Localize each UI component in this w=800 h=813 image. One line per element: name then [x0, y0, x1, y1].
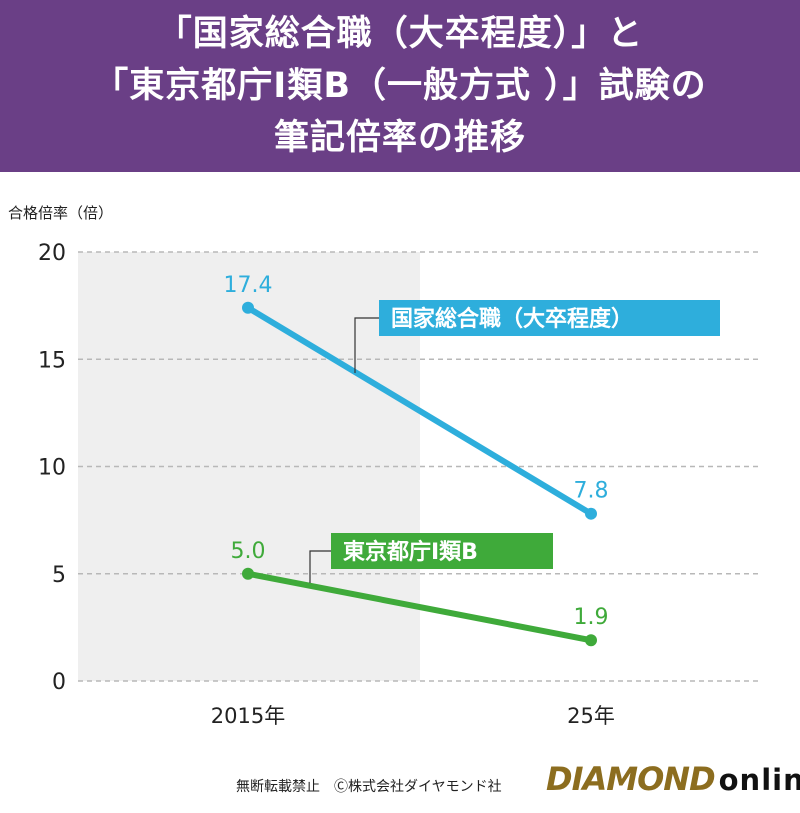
logo-online-text: online [718, 763, 800, 797]
footer-credit: 無断転載禁止 Ⓒ株式会社ダイヤモンド社 [236, 776, 502, 796]
y-tick-label: 15 [38, 348, 66, 373]
title-line-3: 筆記倍率の推移 [273, 118, 526, 158]
y-tick-label: 5 [52, 563, 66, 588]
series-line [245, 304, 594, 517]
legend-leader-line [309, 550, 331, 583]
legend-box [379, 300, 720, 336]
legend-label: 国家総合職（大卒程度） [391, 306, 633, 332]
title-line-2: 「東京都庁Ⅰ類B（一般方式 ）」試験の [93, 66, 707, 106]
x-tick-label: 2015年 [211, 704, 285, 728]
legend-label: 東京都庁Ⅰ類B [343, 539, 478, 565]
y-tick-label: 10 [38, 456, 66, 481]
logo-diamond-text: DIAMOND [546, 760, 716, 798]
data-label: 17.4 [224, 273, 273, 298]
data-label: 7.8 [574, 479, 609, 504]
legend-box [331, 533, 553, 569]
data-label: 5.0 [231, 539, 266, 564]
y-tick-label: 0 [52, 670, 66, 695]
x-tick-label: 25年 [567, 704, 615, 728]
y-axis-label: 合格倍率（倍） [8, 204, 113, 222]
no-reproduction-notice: 無断転載禁止 [236, 779, 320, 795]
data-point [585, 507, 597, 520]
data-point [585, 634, 597, 647]
data-point [242, 567, 254, 580]
title-line-1: 「国家総合職（大卒程度）」と [156, 14, 644, 54]
legend-leader-line [354, 317, 379, 373]
y-tick-label: 20 [38, 241, 66, 266]
series-line [245, 570, 594, 644]
copyright-text: Ⓒ株式会社ダイヤモンド社 [334, 779, 502, 795]
line-chart: 合格倍率（倍） 0 5 10 15 20 2015年 25年 17.4 7.8 国家総合職（大卒程… [8, 204, 762, 728]
title-banner: 「国家総合職（大卒程度）」と 「東京都庁Ⅰ類B（一般方式 ）」試験の 筆記倍率の… [0, 0, 800, 172]
diamond-online-logo: DIAMONDonline [546, 760, 800, 798]
data-point [242, 301, 254, 314]
data-label: 1.9 [574, 605, 609, 630]
